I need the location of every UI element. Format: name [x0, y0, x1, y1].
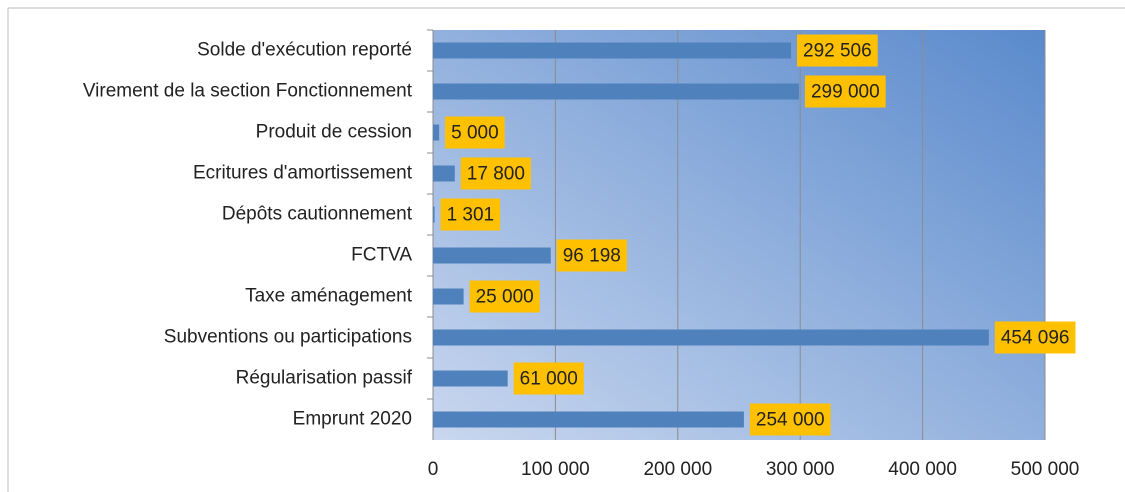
data-label-box — [440, 198, 501, 231]
y-tick-label: Ecritures d'amortissement — [193, 163, 413, 184]
bar — [433, 411, 744, 428]
data-label: 292 506 — [803, 41, 872, 62]
y-tick-label: Emprunt 2020 — [293, 409, 412, 430]
y-tick-label: Taxe aménagement — [245, 286, 413, 307]
data-label: 61 000 — [520, 369, 578, 390]
bar — [433, 288, 464, 305]
x-tick-label: 0 — [428, 459, 439, 480]
bar — [433, 124, 440, 141]
x-tick-label: 500 000 — [1011, 459, 1080, 480]
data-label-box — [994, 321, 1076, 354]
y-tick-label: Solde d'exécution reporté — [197, 40, 412, 61]
bar — [433, 329, 989, 346]
x-tick-label: 100 000 — [521, 459, 590, 480]
data-label: 299 000 — [811, 82, 880, 103]
data-label: 5 000 — [451, 123, 499, 144]
data-label: 254 000 — [756, 410, 825, 431]
data-label: 454 096 — [1001, 328, 1070, 349]
bar — [433, 247, 551, 264]
y-tick-label: Subventions ou participations — [164, 327, 412, 348]
bar — [433, 42, 792, 59]
data-label: 96 198 — [563, 246, 621, 267]
x-tick-label: 400 000 — [888, 459, 957, 480]
y-tick-label: FCTVA — [351, 245, 412, 266]
y-tick-label: Produit de cession — [256, 122, 412, 143]
data-label-box — [445, 116, 505, 149]
bar — [433, 206, 435, 223]
data-label-box — [804, 75, 886, 108]
x-tick-label: 300 000 — [766, 459, 835, 480]
data-label: 1 301 — [447, 205, 495, 226]
data-label-box — [556, 239, 627, 272]
bar — [433, 370, 508, 387]
data-label: 17 800 — [467, 164, 525, 185]
data-label-box — [469, 280, 540, 313]
data-label: 25 000 — [476, 287, 534, 308]
bar — [433, 83, 799, 100]
data-label-box — [797, 34, 878, 67]
y-tick-label: Régularisation passif — [236, 368, 413, 389]
data-label-box — [749, 403, 831, 436]
data-label-box — [513, 362, 584, 395]
bar — [433, 165, 455, 182]
y-tick-label: Virement de la section Fonctionnement — [83, 81, 413, 102]
data-label-box — [460, 157, 531, 190]
x-tick-label: 200 000 — [643, 459, 712, 480]
y-tick-label: Dépôts cautionnement — [222, 204, 413, 225]
